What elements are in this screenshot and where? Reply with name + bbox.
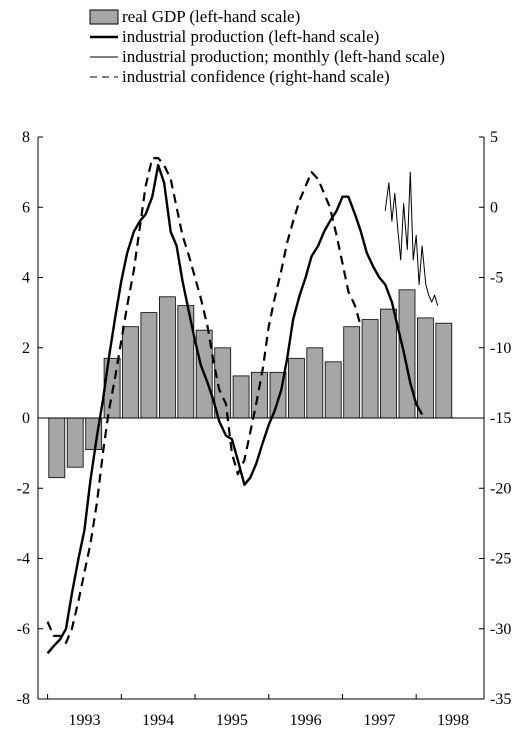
x-tick-label: 1994 — [142, 712, 174, 729]
legend-item: industrial production (left-hand scale) — [90, 27, 379, 46]
x-tick-label: 1996 — [290, 712, 322, 729]
x-tick-label: 1993 — [68, 712, 100, 729]
gdp-bar — [122, 326, 139, 419]
left-tick-label: 4 — [22, 270, 30, 287]
right-tick-label: -20 — [490, 480, 511, 497]
right-tick-label: -25 — [490, 551, 511, 568]
gdp-bar — [306, 347, 324, 419]
gdp-bar — [158, 296, 176, 419]
left-tick-label: -4 — [17, 551, 30, 568]
x-tick-label: 1997 — [363, 712, 395, 729]
legend: real GDP (left-hand scale)industrial pro… — [89, 7, 445, 86]
left-tick-label: 2 — [22, 340, 30, 357]
gdp-bar — [214, 347, 232, 419]
legend-label: real GDP (left-hand scale) — [122, 7, 300, 26]
right-tick-label: -15 — [490, 410, 511, 427]
gdp-bar — [140, 312, 158, 419]
gdp-bar — [324, 361, 342, 419]
left-tick-label: -6 — [17, 621, 30, 638]
gdp-bar — [398, 289, 416, 419]
legend-item: industrial production; monthly (left-han… — [90, 47, 445, 66]
right-tick-label: 5 — [490, 129, 498, 146]
gdp-bar — [380, 308, 397, 419]
legend-label: industrial production; monthly (left-han… — [122, 47, 445, 66]
right-tick-label: -10 — [490, 340, 511, 357]
left-tick-label: 8 — [22, 129, 30, 146]
gdp-bar — [435, 322, 453, 419]
gdp-bar — [343, 326, 361, 419]
left-tick-label: 6 — [22, 199, 30, 216]
industrial-production-monthly-line — [384, 171, 439, 306]
gdp-bar — [48, 417, 66, 479]
line-series — [46, 157, 439, 655]
industrial-production-line — [46, 163, 424, 655]
x-tick-label: 1998 — [437, 712, 469, 729]
x-tick-label: 1995 — [216, 712, 248, 729]
legend-label: industrial production (left-hand scale) — [122, 27, 379, 46]
left-tick-label: -8 — [17, 691, 30, 708]
left-tick-label: -2 — [17, 480, 30, 497]
gdp-bar — [361, 319, 379, 419]
gdp-bar — [232, 375, 250, 419]
gdp-bar — [416, 317, 434, 419]
legend-item: real GDP (left-hand scale) — [89, 7, 300, 26]
right-tick-label: -35 — [490, 691, 511, 708]
right-tick-label: -30 — [490, 621, 511, 638]
right-tick-label: 0 — [490, 199, 498, 216]
left-tick-label: 0 — [22, 410, 30, 427]
legend-label: industrial confidence (right-hand scale) — [122, 67, 390, 86]
bar-series — [48, 289, 453, 479]
gdp-bar — [66, 417, 84, 468]
legend-swatch-bar — [89, 9, 119, 25]
gdp-bar — [287, 357, 305, 419]
industrial-confidence-line — [46, 157, 362, 644]
right-tick-label: -5 — [490, 270, 503, 287]
legend-item: industrial confidence (right-hand scale) — [90, 67, 390, 86]
